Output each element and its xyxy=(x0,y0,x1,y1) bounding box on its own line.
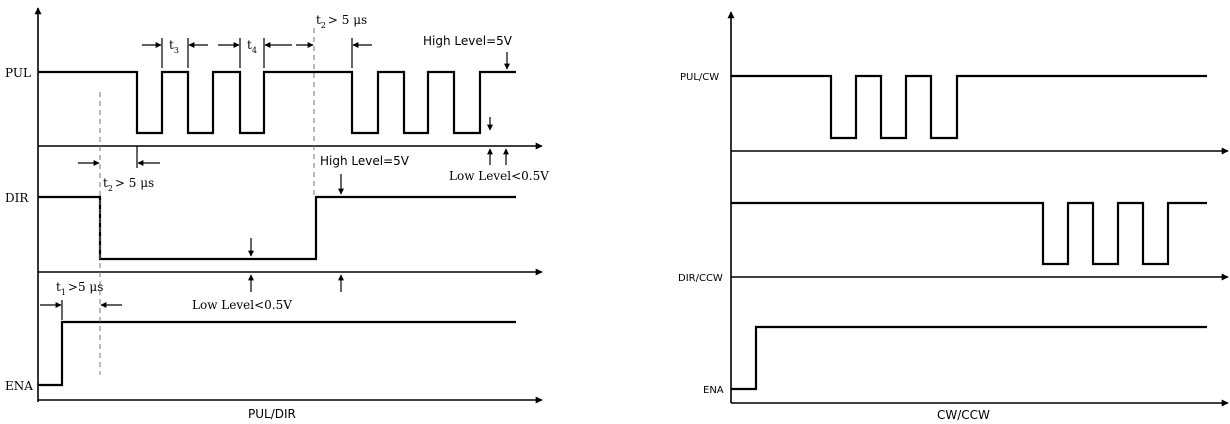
t2-top-dimension: t2 > 5 μs xyxy=(296,13,372,68)
t3-dimension: t3 xyxy=(142,38,208,68)
pul-dir-caption: PUL/DIR xyxy=(248,407,296,421)
svg-text:t3: t3 xyxy=(169,38,179,55)
pul-dir-diagram: PUL DIR ENA t3 t4 t2 > 5 μs xyxy=(5,7,549,421)
pul-low-level-annotation: Low Level<0.5V xyxy=(449,117,549,183)
t4-dimension: t4 xyxy=(218,38,292,68)
pul-cw-waveform xyxy=(731,74,1207,140)
dir-signal-label: DIR xyxy=(5,191,29,205)
pul-cw-signal-label: PUL/CW xyxy=(680,72,719,83)
cw-ccw-diagram: PUL/CW DIR/CCW ENA CW/CCW xyxy=(678,11,1229,422)
dir-ccw-waveform xyxy=(731,201,1207,266)
ena-right-waveform xyxy=(731,325,1207,391)
pul-waveform xyxy=(38,70,516,135)
dir-high-level-label: High Level=5V xyxy=(320,154,410,168)
dir-ccw-signal-label: DIR/CCW xyxy=(678,273,723,284)
ena-signal-label: ENA xyxy=(5,379,33,393)
ena-waveform xyxy=(38,320,516,387)
svg-text:t1>5 μs: t1 >5 μs xyxy=(56,280,103,297)
pul-signal-label: PUL xyxy=(5,66,31,80)
svg-text:t4: t4 xyxy=(247,38,257,55)
pul-low-level-label: Low Level<0.5V xyxy=(449,169,549,183)
dir-high-level-annotation: High Level=5V xyxy=(320,154,410,195)
dir-low-level-annotation: Low Level<0.5V xyxy=(192,238,344,312)
pul-high-level-label: High Level=5V xyxy=(423,34,513,48)
dir-low-level-label: Low Level<0.5V xyxy=(192,298,292,312)
t1-dimension: t1 >5 μs xyxy=(40,280,122,320)
svg-text:t2> 5 μs: t2 > 5 μs xyxy=(103,176,154,193)
cw-ccw-caption: CW/CCW xyxy=(937,408,990,422)
ena-right-signal-label: ENA xyxy=(703,385,724,396)
svg-text:t2> 5 μs: t2 > 5 μs xyxy=(316,13,367,30)
t2-mid-dimension: t2 > 5 μs xyxy=(78,146,160,193)
dir-waveform xyxy=(38,195,516,261)
pul-high-level-annotation: High Level=5V xyxy=(423,34,513,70)
